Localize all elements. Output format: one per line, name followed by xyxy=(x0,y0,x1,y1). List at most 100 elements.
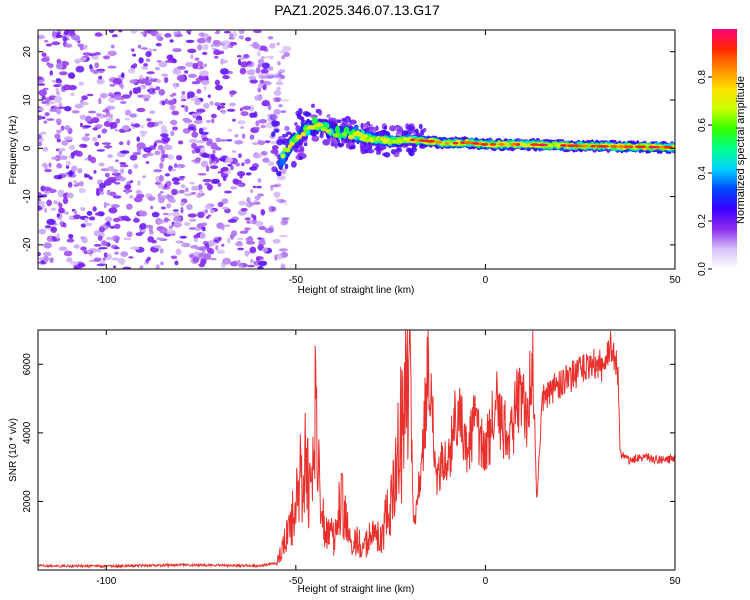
spectrogram-noise-cell xyxy=(58,194,64,198)
spectrogram-noise-cell xyxy=(201,80,210,85)
spectrogram-noise-cell xyxy=(59,155,68,160)
spectrogram-noise-cell xyxy=(114,129,118,132)
spectrogram-noise-cell xyxy=(238,153,242,159)
spectrogram-noise-cell xyxy=(55,87,59,94)
spectrogram-signal-cell xyxy=(281,139,285,145)
spectrogram-noise-cell xyxy=(229,41,238,46)
spectrogram-peak-cell xyxy=(609,145,619,148)
spectrogram-noise-cell xyxy=(194,98,202,106)
spectrogram-noise-cell xyxy=(257,50,261,57)
spectrogram-noise-cell xyxy=(62,84,72,91)
spectrogram-noise-cell xyxy=(91,55,100,60)
spectrogram-noise-cell xyxy=(249,166,258,171)
spectrogram-noise-cell xyxy=(132,53,137,57)
spectrogram-track-cell xyxy=(303,127,309,132)
spectrogram-noise-cell xyxy=(261,62,270,69)
spectrogram-noise-cell xyxy=(160,206,166,210)
spectrogram-noise-cell xyxy=(86,93,94,97)
spectrogram-track-cell xyxy=(280,153,286,159)
spectrogram-noise-cell xyxy=(237,247,245,251)
spectrogram-noise-cell xyxy=(229,90,237,95)
spectrogram-noise-cell xyxy=(248,75,256,81)
spectrogram-noise-cell xyxy=(221,206,230,210)
spectrogram-noise-cell xyxy=(62,36,68,42)
spectrogram-track-cell xyxy=(300,131,307,137)
spectrogram-noise-cell xyxy=(275,253,284,260)
snr-x-label: Height of straight line (km) xyxy=(298,584,415,595)
spectrogram-noise-cell xyxy=(249,79,258,84)
spectrogram-noise-cell xyxy=(38,192,43,199)
spectrogram-track-cell xyxy=(347,134,355,140)
spectrogram-noise-cell xyxy=(156,219,166,224)
spectrogram-noise-cell xyxy=(262,247,269,253)
spectrogram-noise-cell xyxy=(106,105,116,111)
spectrogram-noise-cell xyxy=(121,72,125,78)
spectrogram-noise-cell xyxy=(56,58,62,65)
spectrogram-noise-cell xyxy=(273,109,281,115)
spectrogram-noise-cell xyxy=(77,43,85,48)
spectrogram-noise-cell xyxy=(102,55,111,60)
spectrogram-noise-cell xyxy=(206,184,213,191)
spectrogram-noise-cell xyxy=(262,81,272,86)
spectrogram-noise-cell xyxy=(98,162,105,167)
spectrogram-noise-cell xyxy=(175,240,181,244)
spectrogram-noise-cell xyxy=(133,163,139,169)
spectrogram-noise-cell xyxy=(202,178,212,183)
spectrogram-peak-cell xyxy=(510,143,518,146)
spectrogram-noise-cell xyxy=(178,189,186,194)
spectrogram-noise-cell xyxy=(170,119,178,126)
colorbar-tick-label: 0.0 xyxy=(697,262,708,276)
spectrogram-noise-cell xyxy=(229,33,234,39)
spectrogram-noise-cell xyxy=(199,189,204,195)
spectrogram-noise-cell xyxy=(122,266,132,269)
spectrogram-noise-cell xyxy=(110,225,115,229)
spectrogram-noise-cell xyxy=(235,241,244,247)
spectrogram-signal-cell xyxy=(284,163,289,170)
spectrogram-noise-cell xyxy=(49,108,57,112)
spectrogram-noise-cell xyxy=(272,96,282,103)
spectrogram-noise-cell xyxy=(108,93,117,97)
spectrogram-x-tick-label: -50 xyxy=(289,275,304,286)
spectrogram-signal-cell xyxy=(276,170,282,177)
spectrogram-noise-cell xyxy=(197,173,207,176)
spectrogram-noise-cell xyxy=(42,146,49,152)
spectrogram-signal-cell xyxy=(383,125,388,130)
spectrogram-noise-cell xyxy=(193,234,199,239)
spectrogram-noise-cell xyxy=(43,39,49,43)
spectrogram-noise-cell xyxy=(203,63,207,68)
spectrogram-noise-cell xyxy=(229,261,239,267)
spectrogram-noise-cell xyxy=(64,106,72,112)
spectrogram-peak-cell xyxy=(581,144,589,148)
spectrogram-signal-cell xyxy=(348,141,356,147)
spectrogram-noise-cell xyxy=(164,33,172,38)
spectrogram-noise-cell xyxy=(63,211,70,215)
spectrogram-noise-cell xyxy=(174,260,179,266)
spectrogram-noise-cell xyxy=(155,33,160,40)
spectrogram-noise-cell xyxy=(182,241,186,246)
spectrogram-noise-cell xyxy=(155,245,162,249)
spectrogram-noise-cell xyxy=(188,126,195,131)
spectrogram-track-cell xyxy=(335,125,340,134)
spectrogram-noise-cell xyxy=(187,48,197,54)
spectrogram-noise-cell xyxy=(246,70,251,75)
spectrogram-noise-cell xyxy=(68,144,76,151)
spectrogram-noise-cell xyxy=(281,55,286,60)
spectrogram-noise-cell xyxy=(124,117,130,121)
spectrogram-noise-cell xyxy=(98,226,105,233)
spectrogram-noise-cell xyxy=(132,87,140,92)
spectrogram-noise-cell xyxy=(273,191,281,198)
spectrogram-noise-cell xyxy=(38,76,44,81)
spectrogram-noise-cell xyxy=(270,184,279,188)
spectrogram-noise-cell xyxy=(257,178,262,183)
spectrogram-noise-cell xyxy=(139,223,147,230)
spectrogram-noise-cell xyxy=(71,165,78,172)
spectrogram-noise-cell xyxy=(56,129,62,134)
spectrogram-noise-cell xyxy=(113,217,121,223)
spectrogram-noise-cell xyxy=(183,119,193,124)
spectrogram-noise-cell xyxy=(99,124,103,127)
spectrogram-signal-cell xyxy=(291,160,297,168)
spectrogram-noise-cell xyxy=(254,195,261,200)
spectrogram-noise-cell xyxy=(154,182,161,185)
spectrogram-noise-cell xyxy=(61,140,69,146)
spectrogram-noise-cell xyxy=(172,92,177,97)
